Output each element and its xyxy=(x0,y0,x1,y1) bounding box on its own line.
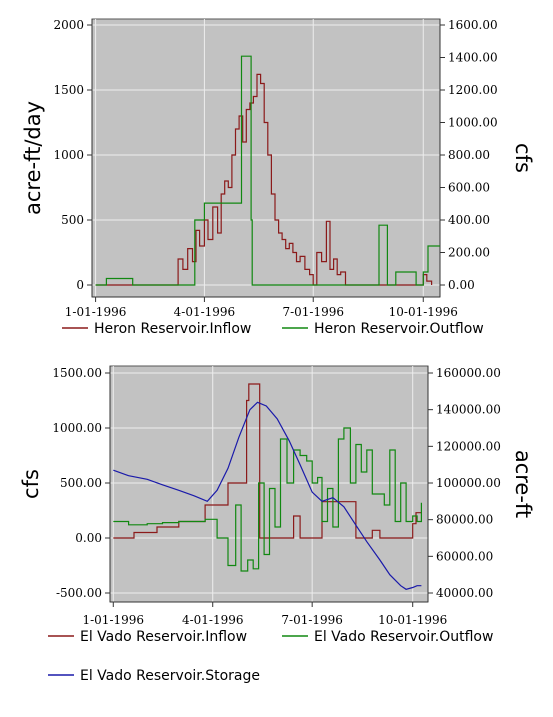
left-tick-label: 1000 xyxy=(53,148,84,162)
right-tick-label: 60000.00 xyxy=(436,549,493,563)
series-line-heron-reservoir-outflow xyxy=(95,55,440,286)
right-tick-label: 120000.00 xyxy=(436,439,501,453)
plot-area xyxy=(91,18,441,298)
left-tick-label: 2000 xyxy=(53,18,84,32)
right-tick-label: 80000.00 xyxy=(436,513,493,527)
x-tick-label: 7-01-1996 xyxy=(282,305,344,319)
left-tick-label: 0.00 xyxy=(75,531,102,545)
series-line-el-vado-reservoir-storage xyxy=(113,401,422,590)
right-tick-label: 160000.00 xyxy=(436,366,501,380)
legend-label: El Vado Reservoir.Outflow xyxy=(314,629,493,645)
legend-label: Heron Reservoir.Outflow xyxy=(314,321,484,337)
right-tick-label: 1000.00 xyxy=(448,116,498,130)
right-tick-label: 1400.00 xyxy=(448,51,498,65)
right-tick-label: 40000.00 xyxy=(436,586,493,600)
right-tick-label: 800.00 xyxy=(448,148,490,162)
legend-label: Heron Reservoir.Inflow xyxy=(94,321,251,337)
x-tick-label: 10-01-1996 xyxy=(378,613,447,627)
right-tick-label: 1200.00 xyxy=(448,83,498,97)
right-tick-label: 400.00 xyxy=(448,213,490,227)
series-line-heron-reservoir-inflow xyxy=(95,73,433,286)
heron-reservoir-chart: 0 500 1000 1500 2000 0.00 200.00 400.00 600.00 80… xyxy=(21,18,535,337)
left-axis-title: cfs xyxy=(19,469,43,499)
plot-area xyxy=(109,365,429,603)
left-tick-label: 1500 xyxy=(53,83,84,97)
right-axis-title: cfs xyxy=(511,143,535,173)
left-tick-label: 500.00 xyxy=(60,476,102,490)
x-tick-label: 10-01-1996 xyxy=(389,305,458,319)
right-tick-label: 140000.00 xyxy=(436,403,501,417)
right-tick-label: 200.00 xyxy=(448,246,490,260)
right-tick-label: 0.00 xyxy=(448,278,475,292)
right-axis-title: acre-ft xyxy=(511,450,535,518)
right-tick-label: 600.00 xyxy=(448,181,490,195)
left-tick-label: 1500.00 xyxy=(52,366,102,380)
left-axis-title: acre-ft/day xyxy=(21,101,45,215)
x-tick-label: 4-01-1996 xyxy=(182,613,244,627)
left-tick-label: -500.00 xyxy=(56,586,102,600)
left-tick-label: 500 xyxy=(61,213,84,227)
legend-label: El Vado Reservoir.Storage xyxy=(80,668,260,684)
x-tick-label: 7-01-1996 xyxy=(281,613,343,627)
right-tick-label: 1600.00 xyxy=(448,18,498,32)
x-tick-label: 1-01-1996 xyxy=(82,613,144,627)
x-tick-label: 4-01-1996 xyxy=(174,305,236,319)
left-tick-label: 1000.00 xyxy=(52,421,102,435)
right-tick-label: 100000.00 xyxy=(436,476,501,490)
x-tick-label: 1-01-1996 xyxy=(65,305,127,319)
series-line-el-vado-reservoir-outflow xyxy=(113,427,422,572)
legend-label: El Vado Reservoir.Inflow xyxy=(80,629,247,645)
el-vado-reservoir-chart: -500.00 0.00 500.00 1000.00 1500.00 40000.00 6… xyxy=(19,365,535,684)
left-tick-label: 0 xyxy=(76,278,84,292)
